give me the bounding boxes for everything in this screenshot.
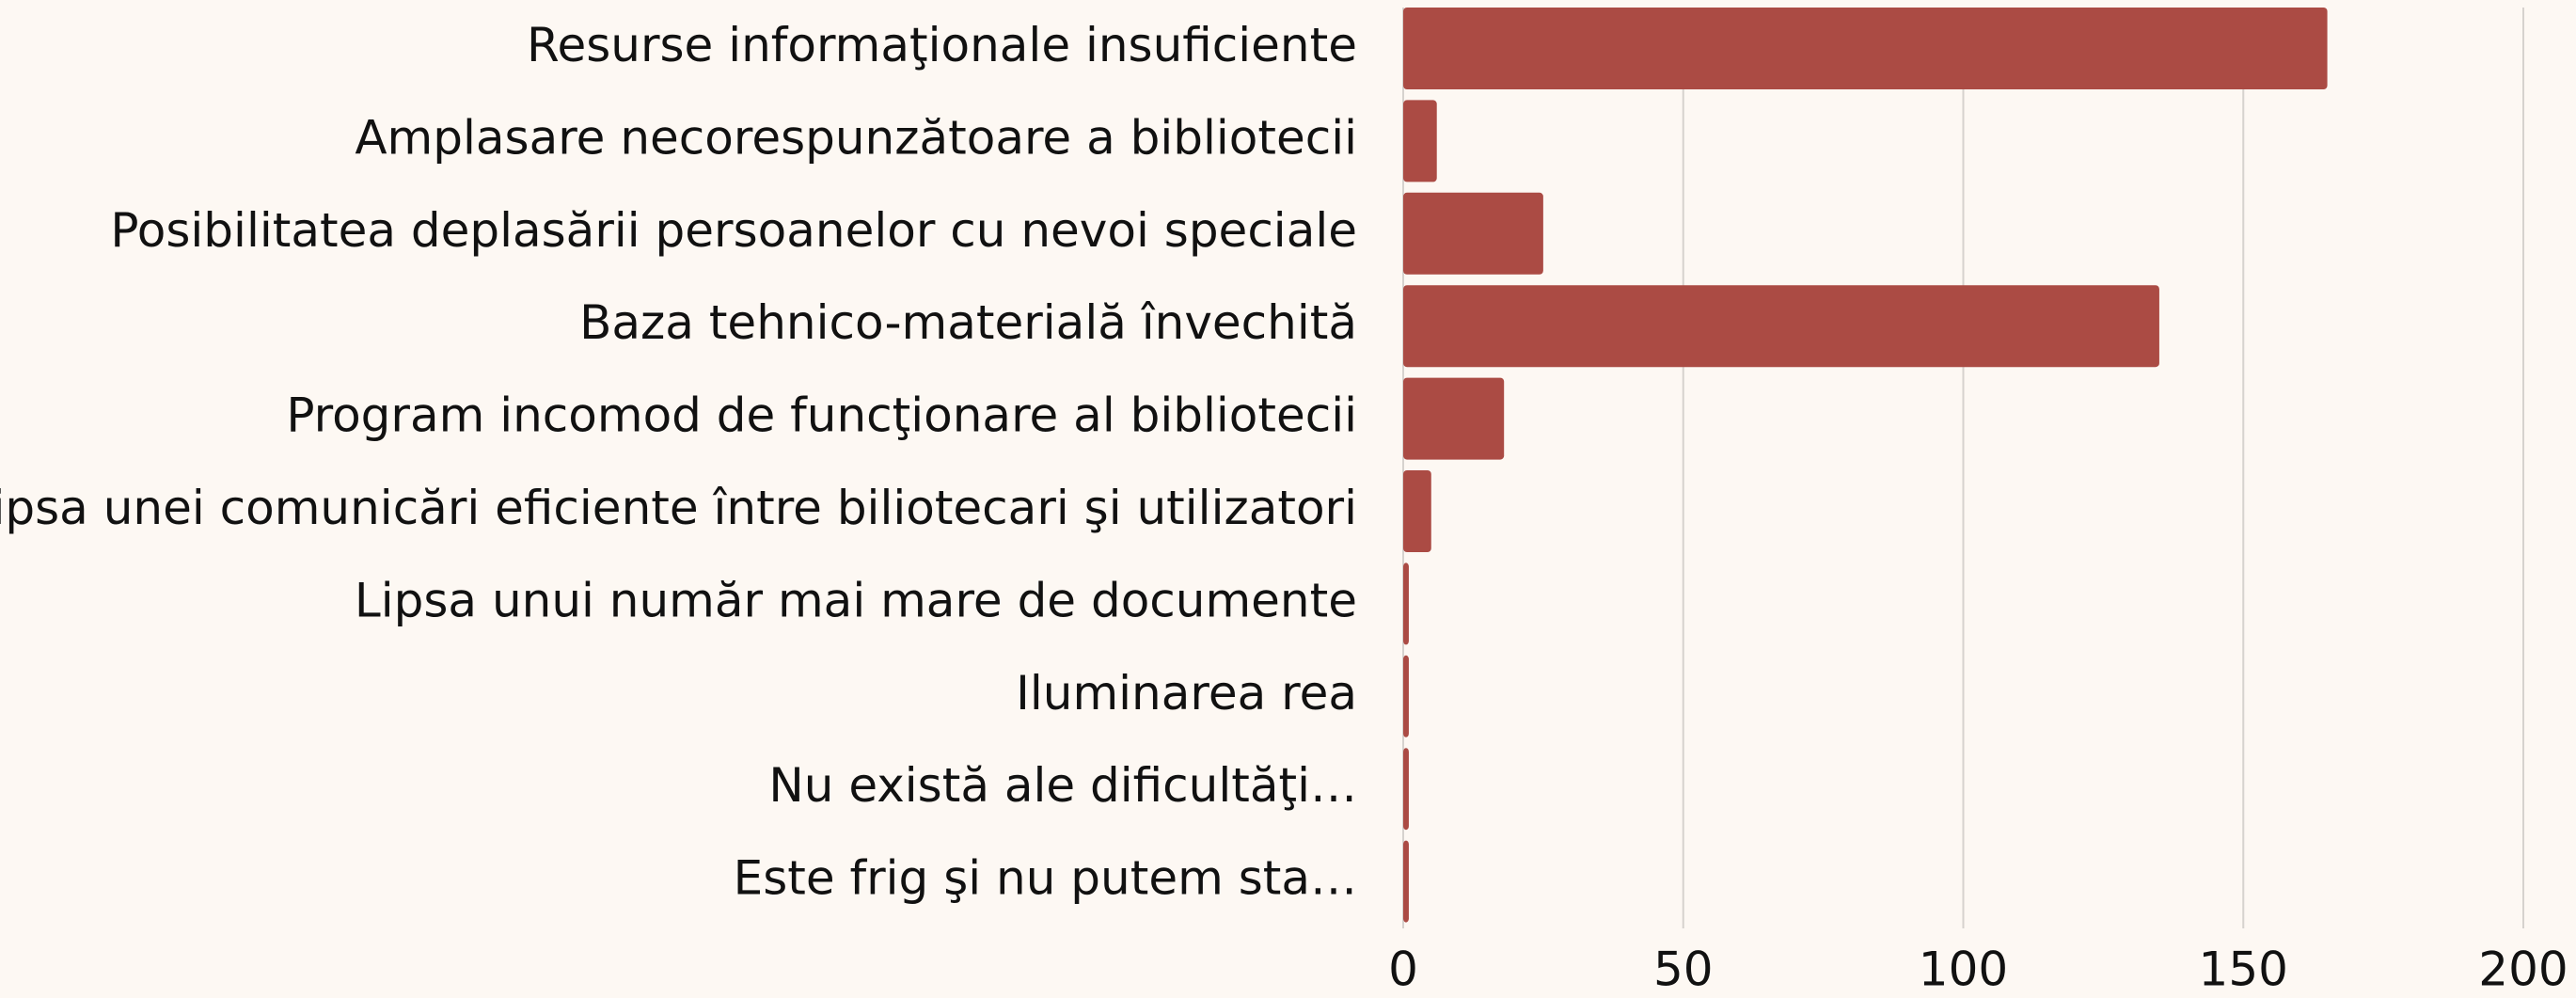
y-tick-label: Iluminarea rea	[1016, 666, 1357, 721]
x-tick-label: 50	[1653, 943, 1714, 997]
x-tick-label: 100	[1919, 943, 2008, 997]
y-tick-label: Posibilitatea deplasării persoanelor cu …	[110, 203, 1357, 258]
y-tick-label: Resurse informaţionale insuficiente	[527, 18, 1357, 72]
y-tick-label: Amplasare necorespunzătoare a biblioteci…	[355, 110, 1357, 165]
y-tick-label: Lipsa unei comunicări eficiente între bi…	[0, 481, 1357, 535]
y-tick-label: Nu există ale dificultăţi…	[768, 758, 1357, 813]
bar	[1403, 655, 1409, 737]
x-tick-label: 0	[1388, 943, 1418, 997]
y-tick-label: Baza tehnico-materială învechită	[579, 295, 1357, 350]
x-tick-label: 150	[2199, 943, 2288, 997]
bar	[1403, 285, 2159, 368]
y-tick-label: Program incomod de funcţionare al biblio…	[286, 388, 1357, 443]
bar	[1403, 100, 1437, 182]
x-tick-label: 200	[2478, 943, 2568, 997]
bar	[1403, 470, 1431, 552]
y-tick-label: Este frig şi nu putem sta…	[734, 851, 1357, 906]
bar	[1403, 8, 2328, 89]
bar	[1403, 748, 1409, 831]
y-tick-label: Lipsa unui număr mai mare de documente	[355, 573, 1357, 627]
bar	[1403, 562, 1409, 645]
bar	[1403, 192, 1543, 275]
bar	[1403, 840, 1409, 923]
bar	[1403, 377, 1505, 460]
